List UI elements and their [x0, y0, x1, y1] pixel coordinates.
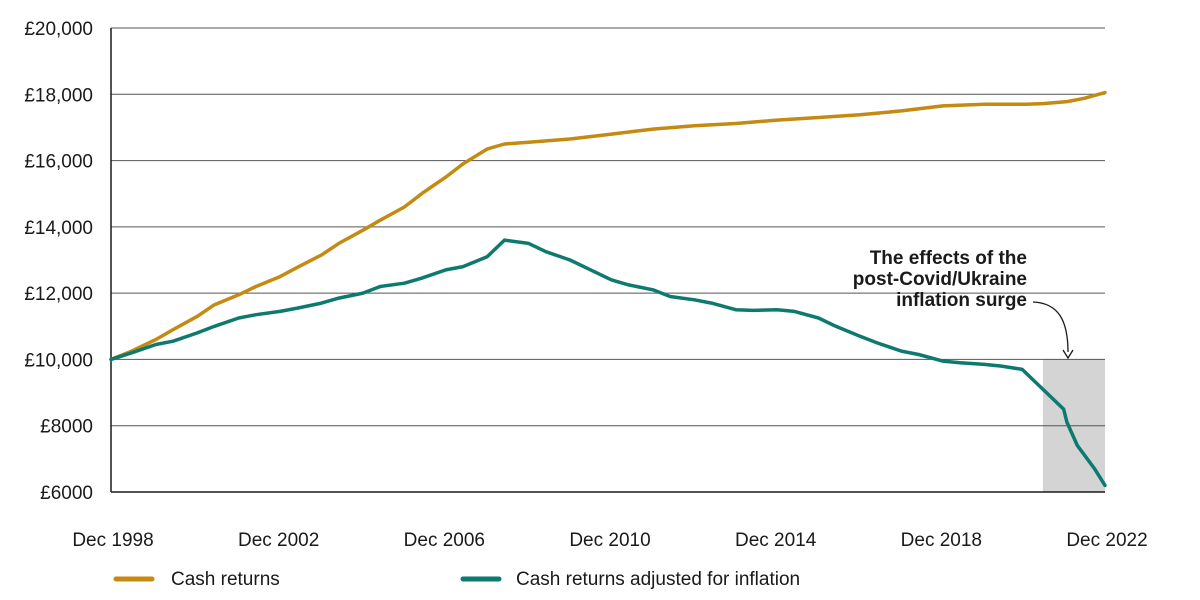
annotation-line-1: The effects of the	[870, 248, 1027, 269]
series-lines	[109, 90, 1107, 488]
x-tick-label: Dec 2010	[569, 530, 650, 551]
y-tick-label: £14,000	[24, 218, 93, 239]
annotation-line-3: inflation surge	[896, 290, 1027, 311]
x-tick-label: Dec 2006	[404, 530, 485, 551]
tick-labels: £6000 £8000 £10,000 £12,000 £14,000 £16,000 £1…	[24, 19, 1147, 551]
y-tick-label: £20,000	[24, 19, 93, 40]
legend: Cash returns Cash returns adjusted for i…	[113, 569, 800, 590]
y-tick-label: £10,000	[24, 350, 93, 371]
annotation-arrowhead	[1062, 349, 1074, 360]
gridlines	[111, 27, 1105, 427]
annotation-arrow	[1032, 301, 1069, 353]
x-tick-label: Dec 2002	[238, 530, 319, 551]
x-tick-label: Dec 2014	[735, 530, 817, 551]
annotation-line-2: post-Covid/Ukraine	[853, 269, 1027, 290]
series-line-cash-returns	[109, 90, 1107, 362]
legend-label-cash-returns-adjusted: Cash returns adjusted for inflation	[516, 569, 800, 590]
y-tick-label: £12,000	[24, 284, 93, 305]
y-tick-label: £18,000	[24, 85, 93, 106]
x-tick-label: Dec 2022	[1066, 530, 1147, 551]
legend-label-cash-returns: Cash returns	[171, 569, 280, 590]
series-line-cash-returns-adjusted	[109, 238, 1107, 488]
y-tick-label: £16,000	[24, 152, 93, 173]
x-tick-label: Dec 2018	[901, 530, 982, 551]
axes	[110, 28, 1105, 493]
y-tick-label: £6000	[40, 483, 93, 504]
x-tick-label: Dec 1998	[72, 530, 153, 551]
y-tick-label: £8000	[40, 417, 93, 438]
annotation: The effects of the post-Covid/Ukraine in…	[853, 248, 1074, 360]
